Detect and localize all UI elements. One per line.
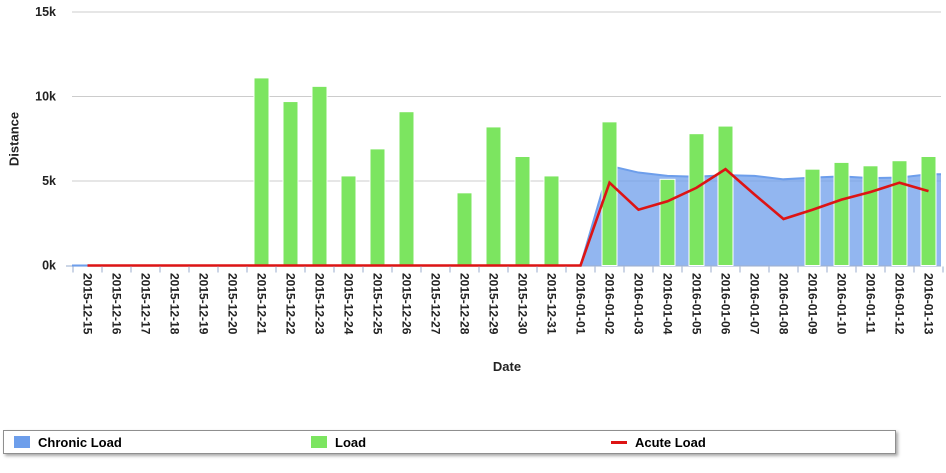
x-tick-label: 2015-12-19 [197,273,211,335]
load-bar[interactable] [891,160,908,266]
legend-label-chronic-load: Chronic Load [38,434,122,450]
y-tick-label: 15k [35,5,56,19]
x-tick-label: 2016-01-12 [893,273,907,335]
x-tick-label: 2016-01-03 [632,273,646,335]
load-bar[interactable] [833,161,850,266]
load-bar[interactable] [717,125,734,266]
x-tick-label: 2015-12-23 [313,273,327,335]
x-axis-title: Date [493,359,521,374]
x-tick-label: 2015-12-27 [429,273,443,335]
x-tick-label: 2015-12-21 [255,273,269,335]
x-tick-label: 2015-12-16 [110,273,124,335]
x-tick-label: 2015-12-18 [168,273,182,335]
legend-item-load[interactable]: Load [311,431,366,453]
x-tick-label: 2016-01-08 [777,273,791,335]
load-combo-chart[interactable]: 0k 5k 10k 15k 2015-12-15 2015-12-16 2015-12-17… [0,0,946,428]
load-swatch-icon [311,436,327,448]
x-tick-label: 2015-12-17 [139,273,153,335]
load-bar[interactable] [514,155,531,266]
x-tick-label: 2015-12-24 [342,273,356,335]
x-tick-label: 2016-01-07 [748,273,762,335]
x-tick-label: 2016-01-09 [806,273,820,335]
load-bar[interactable] [862,165,879,266]
x-tick-label: 2015-12-25 [371,273,385,335]
load-bar[interactable] [601,121,618,266]
x-tick-label: 2016-01-11 [864,273,878,334]
x-tick-label: 2016-01-10 [835,273,849,335]
y-tick-label: 10k [35,90,56,104]
load-bar[interactable] [340,175,357,266]
load-bar[interactable] [369,148,386,266]
load-bar[interactable] [659,178,676,266]
load-bar[interactable] [253,77,270,266]
acute-load-line[interactable] [87,167,929,267]
x-tick-label: 2015-12-31 [545,273,559,335]
x-tick-label: 2016-01-05 [690,273,704,335]
x-tick-label: 2016-01-04 [661,273,675,335]
chronic-load-swatch-icon [14,436,30,448]
load-bar[interactable] [398,111,415,266]
load-bar[interactable] [543,175,560,266]
x-tick-label: 2015-12-30 [516,273,530,335]
load-bar[interactable] [920,155,937,266]
legend-item-acute-load[interactable]: Acute Load [611,431,706,453]
x-tick-label: 2016-01-06 [719,273,733,335]
x-tick-label: 2015-12-15 [81,273,95,335]
acute-load-line-swatch-icon [611,440,627,444]
x-tick-label: 2016-01-02 [603,273,617,335]
x-tick-label: 2015-12-29 [487,273,501,335]
x-tick-label: 2015-12-22 [284,273,298,335]
load-bar[interactable] [485,126,502,266]
legend-item-chronic-load[interactable]: Chronic Load [14,431,122,453]
load-bar[interactable] [311,85,328,266]
y-tick-label: 5k [42,174,56,188]
y-tick-label: 0k [42,259,56,273]
x-tick-label: 2015-12-20 [226,273,240,335]
load-bar[interactable] [456,192,473,266]
x-tick-label: 2016-01-01 [574,273,588,335]
load-bar[interactable] [688,133,705,266]
x-tick-label: 2015-12-26 [400,273,414,335]
y-axis-title: Distance [7,112,22,166]
x-tick-label: 2016-01-13 [922,273,936,335]
load-bar[interactable] [804,168,821,266]
load-bar[interactable] [282,101,299,266]
legend-label-load: Load [335,434,367,450]
x-tick-label: 2015-12-28 [458,273,472,335]
legend-label-acute-load: Acute Load [635,434,706,450]
legend: Chronic Load Load Acute Load [3,430,896,454]
